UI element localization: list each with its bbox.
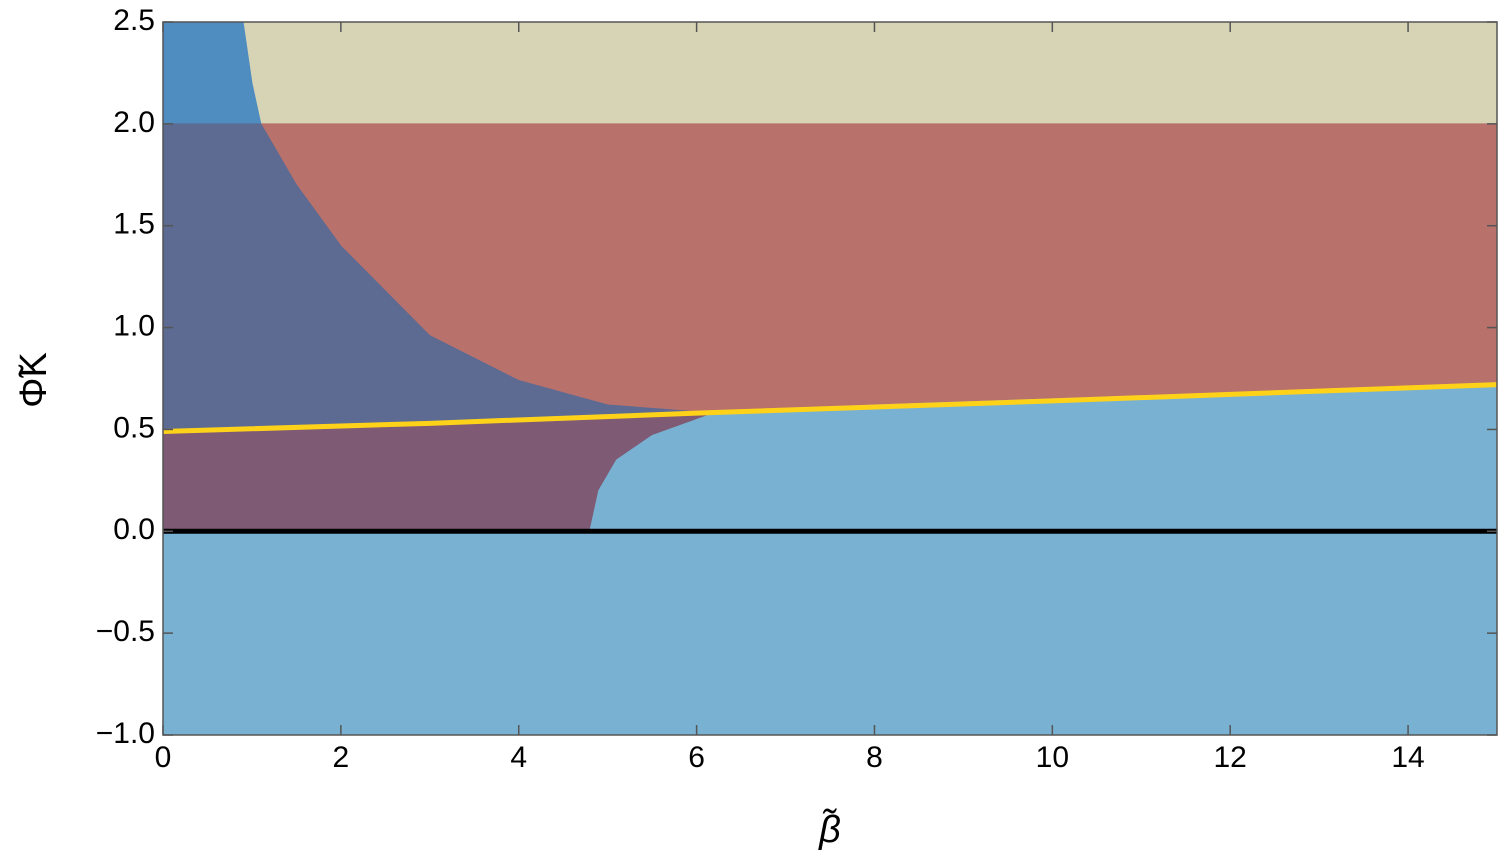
y-tick-label: −1.0 [96,717,155,750]
x-tick-label: 10 [1036,741,1069,774]
x-tick-label: 14 [1391,741,1424,774]
x-tick-label: 0 [155,741,172,774]
region [162,21,1498,125]
y-tick-label: 2.0 [113,106,155,139]
y-tick-label: −0.5 [96,615,155,648]
y-tick-label: 1.0 [113,309,155,342]
curve [162,382,1498,434]
y-tick-label: 0.5 [113,411,155,444]
x-tick-label: 6 [688,741,705,774]
y-axis-label: Φ̃K [13,352,55,408]
x-tick-label: 8 [866,741,883,774]
plot-frame [162,21,1498,736]
x-tick-label: 12 [1214,741,1247,774]
y-tick-label: 1.5 [113,208,155,241]
x-tick-label: 2 [333,741,350,774]
y-tick-label: 2.5 [113,4,155,37]
x-tick-label: 4 [510,741,527,774]
x-axis-label: β̃ [818,808,841,851]
y-tick-label: 0.0 [113,513,155,546]
